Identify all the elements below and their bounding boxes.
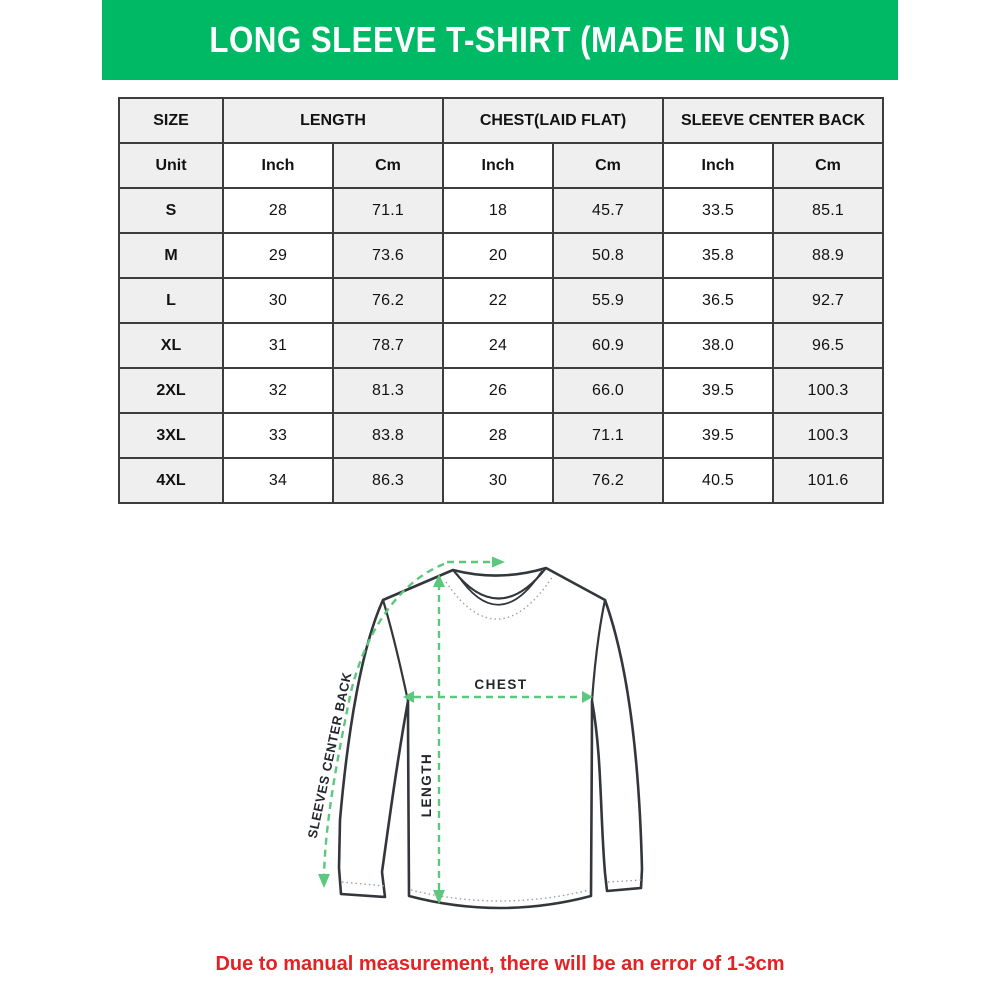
- cuff-stitch-line-right: [607, 879, 642, 883]
- measurement-cell: 100.3: [772, 412, 884, 459]
- measurement-cell: 55.9: [552, 277, 664, 324]
- measurement-cell: 39.5: [662, 412, 774, 459]
- measurement-cell: 33.5: [662, 187, 774, 234]
- table-row: 3XL 33 83.8 28 71.1 39.5 100.3: [118, 412, 884, 459]
- unit-cm: Cm: [772, 142, 884, 189]
- measurement-cell: 30: [442, 457, 554, 504]
- measurement-cell: 76.2: [552, 457, 664, 504]
- unit-row: Unit Inch Cm Inch Cm Inch Cm: [118, 142, 884, 189]
- measurement-cell: 22: [442, 277, 554, 324]
- header-row: SIZE LENGTH CHEST(LAID FLAT) SLEEVE CENT…: [118, 97, 884, 144]
- table-row: 2XL 32 81.3 26 66.0 39.5 100.3: [118, 367, 884, 414]
- sleeve-center-back-arrow-line: [322, 562, 445, 875]
- table-row: XL 31 78.7 24 60.9 38.0 96.5: [118, 322, 884, 369]
- header-chest: CHEST(LAID FLAT): [442, 97, 664, 144]
- measurement-cell: 71.1: [332, 187, 444, 234]
- measurement-cell: 71.1: [552, 412, 664, 459]
- table-row: S 28 71.1 18 45.7 33.5 85.1: [118, 187, 884, 234]
- unit-label: Unit: [118, 142, 224, 189]
- measurement-cell: 35.8: [662, 232, 774, 279]
- measurement-cell: 45.7: [552, 187, 664, 234]
- unit-cm: Cm: [332, 142, 444, 189]
- measurement-cell: 38.0: [662, 322, 774, 369]
- size-cell: L: [118, 277, 224, 324]
- measurement-cell: 28: [442, 412, 554, 459]
- chest-label: CHEST: [474, 677, 527, 692]
- measurement-cell: 28: [222, 187, 334, 234]
- length-label: LENGTH: [419, 753, 434, 818]
- unit-inch: Inch: [222, 142, 334, 189]
- size-cell: 3XL: [118, 412, 224, 459]
- measurement-cell: 18: [442, 187, 554, 234]
- arrowhead-down-icon: [433, 890, 445, 904]
- size-cell: M: [118, 232, 224, 279]
- arrowhead-right-icon: [582, 691, 593, 703]
- measurement-cell: 81.3: [332, 367, 444, 414]
- arrowhead-left-icon: [403, 691, 414, 703]
- measurement-cell: 76.2: [332, 277, 444, 324]
- header-size: SIZE: [118, 97, 224, 144]
- measurement-cell: 50.8: [552, 232, 664, 279]
- measurement-cell: 86.3: [332, 457, 444, 504]
- measurement-cell: 40.5: [662, 457, 774, 504]
- arrowhead-right-icon: [492, 556, 505, 568]
- measurement-cell: 39.5: [662, 367, 774, 414]
- collar-stitch-line: [445, 575, 554, 620]
- measurement-cell: 85.1: [772, 187, 884, 234]
- measurement-cell: 96.5: [772, 322, 884, 369]
- measurement-cell: 29: [222, 232, 334, 279]
- measurement-cell: 31: [222, 322, 334, 369]
- size-cell: 2XL: [118, 367, 224, 414]
- measurement-cell: 88.9: [772, 232, 884, 279]
- measurement-cell: 100.3: [772, 367, 884, 414]
- title-banner: LONG SLEEVE T-SHIRT (MADE IN US): [102, 0, 898, 80]
- table-row: 4XL 34 86.3 30 76.2 40.5 101.6: [118, 457, 884, 504]
- hem-stitch-line: [410, 889, 590, 902]
- measurement-cell: 34: [222, 457, 334, 504]
- arrowhead-down-icon: [318, 874, 330, 888]
- collar-inner-curve: [456, 570, 543, 606]
- header-sleeve-center-back: SLEEVE CENTER BACK: [662, 97, 884, 144]
- measurement-cell: 24: [442, 322, 554, 369]
- header-length: LENGTH: [222, 97, 444, 144]
- measurement-cell: 30: [222, 277, 334, 324]
- measurement-cell: 73.6: [332, 232, 444, 279]
- tshirt-outline: [337, 566, 644, 910]
- measurement-disclaimer: Due to manual measurement, there will be…: [215, 953, 785, 975]
- measurement-cell: 20: [442, 232, 554, 279]
- page-title: LONG SLEEVE T-SHIRT (MADE IN US): [209, 19, 791, 60]
- table-row: M 29 73.6 20 50.8 35.8 88.9: [118, 232, 884, 279]
- table-row: L 30 76.2 22 55.9 36.5 92.7: [118, 277, 884, 324]
- measurement-cell: 26: [442, 367, 554, 414]
- unit-cm: Cm: [552, 142, 664, 189]
- measurement-cell: 92.7: [772, 277, 884, 324]
- measurement-cell: 101.6: [772, 457, 884, 504]
- measurement-cell: 78.7: [332, 322, 444, 369]
- size-cell: 4XL: [118, 457, 224, 504]
- unit-inch: Inch: [662, 142, 774, 189]
- measurement-cell: 66.0: [552, 367, 664, 414]
- measurement-cell: 33: [222, 412, 334, 459]
- measurement-cell: 60.9: [552, 322, 664, 369]
- size-cell: XL: [118, 322, 224, 369]
- size-cell: S: [118, 187, 224, 234]
- unit-inch: Inch: [442, 142, 554, 189]
- measurement-cell: 36.5: [662, 277, 774, 324]
- armhole-seam-right: [590, 599, 607, 702]
- measurement-cell: 32: [222, 367, 334, 414]
- tshirt-measurement-diagram: CHEST LENGTH SLEEVES CENTER BACK: [300, 538, 700, 930]
- arrowhead-up-icon: [433, 574, 445, 587]
- size-chart-table: SIZE LENGTH CHEST(LAID FLAT) SLEEVE CENT…: [118, 97, 884, 504]
- measurement-cell: 83.8: [332, 412, 444, 459]
